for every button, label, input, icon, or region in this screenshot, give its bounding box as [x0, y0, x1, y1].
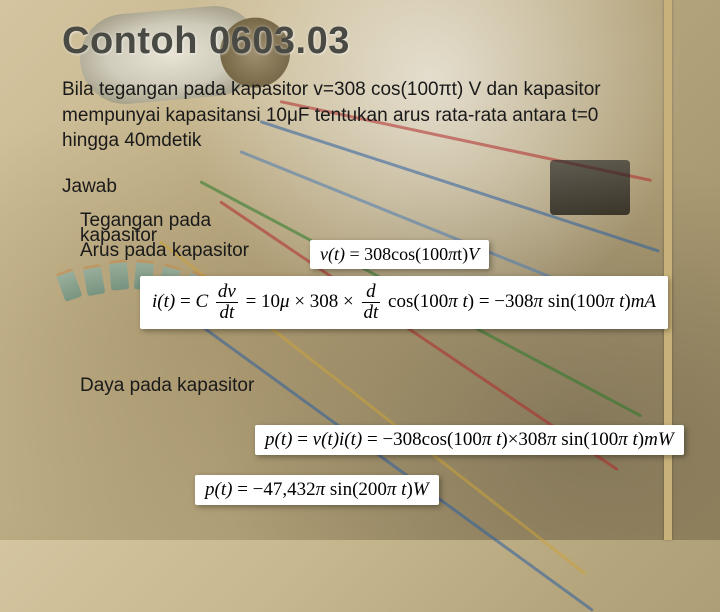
- current-equation: i(t) = C dvdt = 10μ × 308 × ddt cos(100π…: [140, 276, 668, 329]
- power-equation-2: p(t) = −47,432π sin(200π t)W: [195, 475, 439, 505]
- problem-text: Bila tegangan pada kapasitor v=308 cos(1…: [62, 77, 622, 154]
- voltage-equation: v(t) = 308cos(100πt)V: [310, 240, 489, 269]
- slide-content: Contoh 0603.03 Bila tegangan pada kapasi…: [0, 0, 720, 397]
- arus-label: Arus pada kapasitor: [80, 240, 249, 261]
- slide-title: Contoh 0603.03: [62, 20, 650, 63]
- daya-label: Daya pada kapasitor: [80, 375, 650, 397]
- power-equation-1: p(t) = v(t)i(t) = −308cos(100π t)×308π s…: [255, 425, 684, 455]
- answer-heading: Jawab: [62, 176, 650, 198]
